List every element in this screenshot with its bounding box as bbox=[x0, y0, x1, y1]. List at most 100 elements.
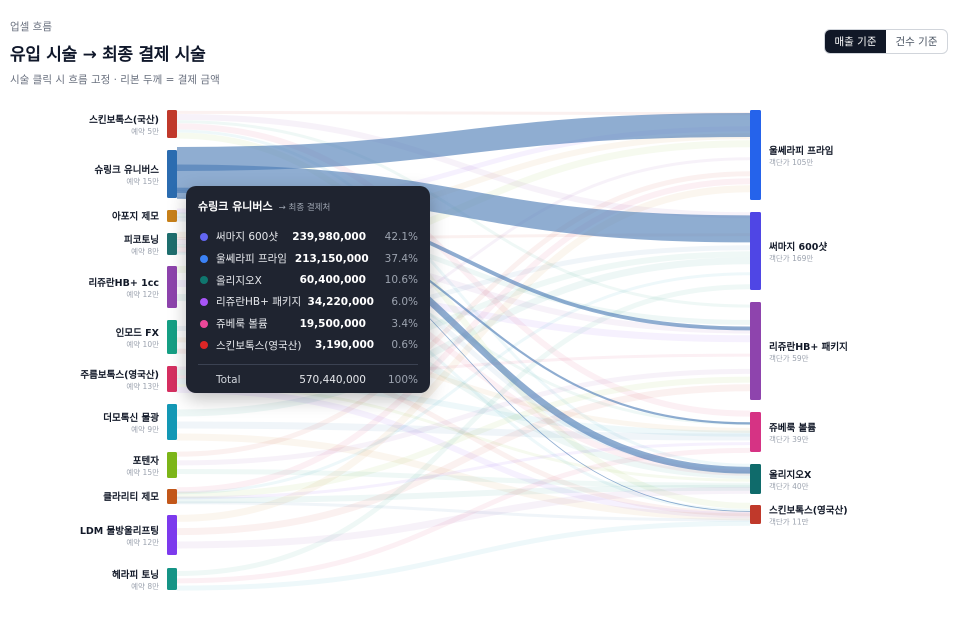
target-label: 울쎄라피 프라임 bbox=[769, 145, 834, 157]
tooltip-row-name: 울쎄라피 프라임 bbox=[216, 253, 287, 266]
source-label: 리쥬란HB+ 1cc bbox=[88, 277, 159, 289]
source-label: 주름보톡스(영국산) bbox=[80, 369, 159, 381]
background-flow bbox=[176, 433, 751, 521]
target-label: 올리지오X bbox=[769, 469, 812, 481]
source-node[interactable] bbox=[167, 489, 177, 504]
source-label: 스킨보톡스(국산) bbox=[89, 114, 159, 126]
tooltip-row-name: 써마지 600샷 bbox=[216, 231, 279, 244]
background-flow bbox=[176, 520, 751, 591]
chart-eyebrow: 업셀 흐름 bbox=[10, 21, 52, 33]
background-flow bbox=[176, 171, 751, 457]
tooltip-row-amount: 213,150,000 bbox=[294, 252, 369, 265]
tooltip-row-amount: 3,190,000 bbox=[314, 339, 375, 352]
background-flow bbox=[176, 272, 751, 495]
background-flow bbox=[176, 185, 751, 522]
source-sublabel: 예약 5만 bbox=[131, 126, 159, 136]
source-sublabel: 예약 12만 bbox=[126, 289, 159, 299]
tooltip-subtitle: → 최종 결제처 bbox=[278, 203, 331, 213]
tooltip-row-amount: 34,220,000 bbox=[307, 295, 374, 308]
source-node[interactable] bbox=[167, 266, 177, 308]
source-sublabel: 예약 13만 bbox=[126, 381, 159, 391]
background-flow bbox=[176, 368, 751, 466]
tooltip-row-pct: 6.0% bbox=[391, 295, 418, 308]
background-flow bbox=[176, 110, 751, 116]
tooltip-row-pct: 10.6% bbox=[384, 274, 418, 287]
source-sublabel: 예약 15만 bbox=[126, 176, 159, 186]
target-node[interactable] bbox=[750, 464, 761, 494]
target-node[interactable] bbox=[750, 110, 761, 200]
target-label: 쥬베룩 볼륨 bbox=[769, 422, 816, 434]
legend-dot-icon bbox=[200, 276, 208, 285]
source-node[interactable] bbox=[167, 366, 177, 392]
tooltip-total-pct: 100% bbox=[387, 373, 418, 386]
count-basis-button[interactable]: 건수 기준 bbox=[886, 30, 947, 53]
source-sublabel: 예약 8만 bbox=[131, 581, 159, 591]
selected-flow[interactable] bbox=[176, 164, 751, 243]
source-node[interactable] bbox=[167, 568, 177, 590]
source-label: 클라리티 제모 bbox=[103, 491, 159, 503]
tooltip-row: 올리지오X 60,400,000 10.6% bbox=[198, 269, 418, 291]
target-node[interactable] bbox=[750, 505, 761, 524]
source-label: 포텐자 bbox=[133, 455, 159, 467]
tooltip-row-name: 쥬베룩 볼륨 bbox=[216, 318, 268, 331]
legend-dot-icon bbox=[200, 297, 208, 306]
target-label: 써마지 600샷 bbox=[769, 241, 827, 253]
background-flow bbox=[176, 469, 751, 488]
tooltip-total-label: Total bbox=[216, 373, 241, 386]
background-flow bbox=[176, 114, 751, 219]
source-label: 인모드 FX bbox=[116, 328, 160, 339]
tooltip-row-pct: 0.6% bbox=[391, 339, 418, 352]
selected-flows bbox=[176, 113, 751, 512]
target-label: 스킨보톡스(영국산) bbox=[769, 505, 848, 517]
target-sublabel: 객단가 39만 bbox=[769, 434, 809, 444]
selected-flow[interactable] bbox=[176, 113, 751, 171]
tooltip-title: 슈링크 유니버스 bbox=[198, 200, 273, 213]
target-sublabel: 객단가 11만 bbox=[769, 517, 809, 527]
source-node[interactable] bbox=[167, 515, 177, 555]
source-node[interactable] bbox=[167, 110, 177, 138]
source-node[interactable] bbox=[167, 452, 177, 478]
tooltip-total-amount: 570,440,000 bbox=[299, 373, 366, 386]
source-sublabel: 예약 15만 bbox=[126, 467, 159, 477]
source-label: 헤라피 토닝 bbox=[112, 569, 159, 581]
tooltip-total-row: Total 570,440,000 100% bbox=[198, 369, 418, 391]
tooltip-row: 울쎄라피 프라임 213,150,000 37.4% bbox=[198, 248, 418, 270]
source-node[interactable] bbox=[167, 233, 177, 255]
legend-dot-icon bbox=[200, 232, 208, 241]
target-node[interactable] bbox=[750, 412, 761, 452]
background-flow bbox=[176, 284, 751, 576]
target-label: 리쥬란HB+ 패키지 bbox=[769, 341, 848, 353]
tooltip-row: 써마지 600샷 239,980,000 42.1% bbox=[198, 226, 418, 248]
source-node[interactable] bbox=[167, 210, 177, 222]
tooltip-row-name: 스킨보톡스(영국산) bbox=[216, 339, 302, 352]
revenue-basis-button[interactable]: 매출 기준 bbox=[825, 30, 886, 53]
source-label: 피코토닝 bbox=[124, 234, 159, 246]
source-label: 아포지 제모 bbox=[112, 211, 159, 223]
tooltip-row-pct: 3.4% bbox=[391, 317, 418, 330]
background-flow bbox=[176, 421, 751, 441]
source-label: 더모톡신 물광 bbox=[103, 412, 159, 424]
source-sublabel: 예약 9만 bbox=[131, 424, 159, 434]
tooltip-row-amount: 19,500,000 bbox=[299, 317, 366, 330]
target-node[interactable] bbox=[750, 302, 761, 400]
legend-dot-icon bbox=[200, 341, 208, 350]
background-flow bbox=[176, 384, 751, 536]
tooltip-row-amount: 60,400,000 bbox=[299, 274, 366, 287]
source-node[interactable] bbox=[167, 150, 177, 198]
target-sublabel: 객단가 40만 bbox=[769, 481, 809, 491]
target-sublabel: 객단가 59만 bbox=[769, 353, 809, 363]
legend-dot-icon bbox=[200, 254, 208, 263]
tooltip-row-pct: 42.1% bbox=[384, 230, 418, 243]
background-flow bbox=[176, 123, 751, 417]
background-flow bbox=[176, 486, 751, 549]
target-sublabel: 객단가 105만 bbox=[769, 157, 813, 167]
source-node[interactable] bbox=[167, 320, 177, 354]
tooltip-divider bbox=[198, 364, 418, 366]
tooltip-row: 쥬베룩 볼륨 19,500,000 3.4% bbox=[198, 313, 418, 335]
background-flow bbox=[176, 376, 751, 499]
source-node[interactable] bbox=[167, 404, 177, 440]
tooltip-row-name: 올리지오X bbox=[216, 274, 262, 287]
target-node[interactable] bbox=[750, 212, 761, 290]
